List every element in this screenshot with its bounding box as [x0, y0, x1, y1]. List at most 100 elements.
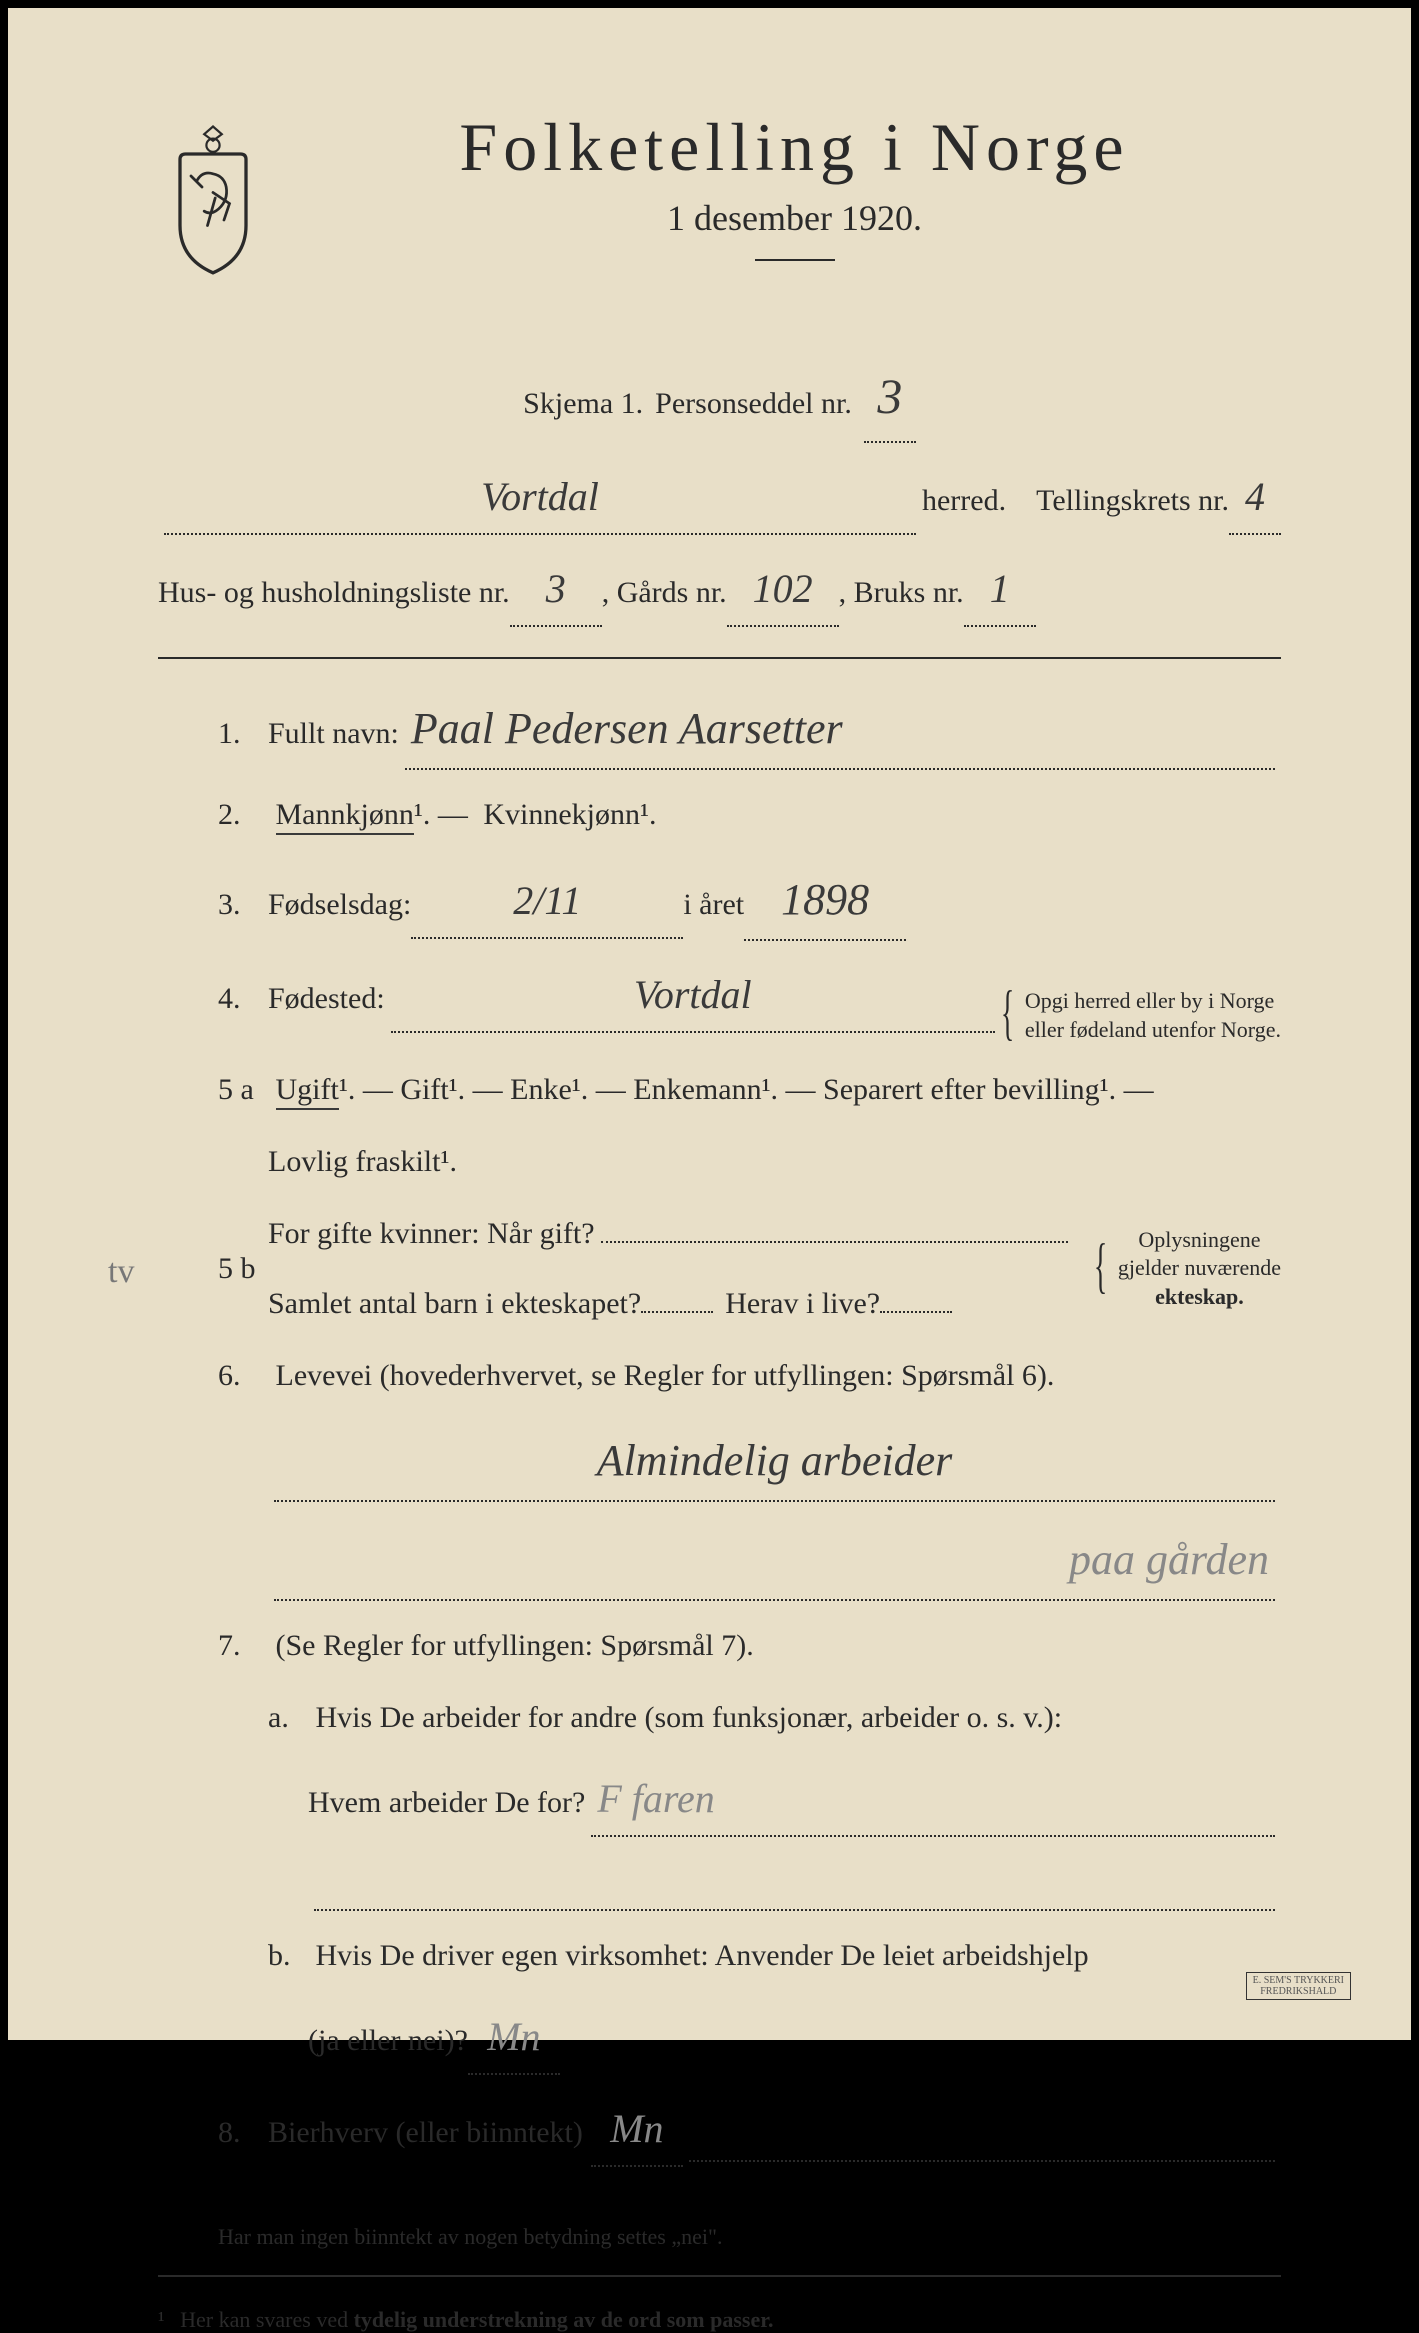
q6-value2: paa gården [274, 1520, 1275, 1601]
q5a-row2: Lovlig fraskilt¹. [218, 1135, 1281, 1189]
label-gards: , Gårds nr. [602, 566, 727, 620]
q7a-num: a. [268, 1691, 308, 1745]
q7b-row2: (ja eller nei)? Mn [218, 2001, 1281, 2075]
q7a-l2: Hvem arbeider De for? [308, 1776, 585, 1830]
printer-l2: FREDRIKSHALD [1260, 1986, 1336, 1997]
q5b-row: 5 b For gifte kvinner: Når gift? Samlet … [218, 1207, 1281, 1331]
q4-row: 4. Fødested: Vortdal Opgi herred eller b… [218, 959, 1281, 1044]
q7b-row1: b. Hvis De driver egen virksomhet: Anven… [218, 1929, 1281, 1983]
q4-note-l1: Opgi herred eller by i Norge [1025, 988, 1274, 1013]
printer-mark: E. SEM'S TRYKKERI FREDRIKSHALD [1246, 1972, 1351, 2000]
q7a-row1: a. Hvis De arbeider for andre (som funks… [218, 1691, 1281, 1745]
q5b-note-l2: gjelder nuværende [1118, 1255, 1281, 1280]
q5b-note-l1: Oplysningene [1138, 1227, 1260, 1252]
q3-label-dag: Fødselsdag: [268, 878, 411, 932]
q5a-row: 5 a Ugift¹. — Gift¹. — Enke¹. — Enkemann… [218, 1063, 1281, 1117]
q2-row: 2. Mannkjønn¹. — Kvinnekjønn¹. [218, 788, 1281, 842]
title-block: Folketelling i Norge 1 desember 1920. [308, 108, 1281, 301]
q7-row: 7. (Se Regler for utfyllingen: Spørsmål … [218, 1619, 1281, 1673]
krets-nr: 4 [1229, 461, 1281, 535]
q5b-live-field [880, 1311, 952, 1313]
q6-label: Levevei (hovederhvervet, se Regler for u… [276, 1359, 1055, 1392]
q7a-l1: Hvis De arbeider for andre (som funksjon… [316, 1701, 1063, 1734]
q8-value: Mn [591, 2093, 683, 2167]
q5b-line1: For gifte kvinner: Når gift? [268, 1207, 1074, 1261]
herred-row: Vortdal herred. Tellingskrets nr. 4 [158, 461, 1281, 535]
q3-label-aar: i året [683, 878, 744, 932]
q4-note: Opgi herred eller by i Norge eller fødel… [1001, 987, 1281, 1044]
q5b-l2a: Samlet antal barn i ekteskapet? [268, 1277, 641, 1331]
q7b-l2: (ja eller nei)? [308, 2014, 468, 2068]
q5b-line2: Samlet antal barn i ekteskapet? Herav i … [268, 1277, 1074, 1331]
q3-dag: 2/11 [411, 865, 683, 939]
label-personseddel: Personseddel nr. [655, 377, 852, 431]
q8-blank-field [689, 2106, 1275, 2162]
q5b-barn-field [641, 1311, 713, 1313]
label-krets: Tellingskrets nr. [1036, 474, 1229, 528]
q3-aar: 1898 [744, 860, 906, 941]
q5a-num: 5 a [218, 1063, 268, 1117]
header: Folketelling i Norge 1 desember 1920. [158, 108, 1281, 301]
q4-value: Vortdal [391, 959, 995, 1033]
q8-row: 8. Bierhverv (eller biinntekt) Mn [218, 2093, 1281, 2167]
label-skjema: Skjema 1. [523, 377, 643, 431]
q7-num: 7. [218, 1619, 268, 1673]
q5b-note-l3: ekteskap. [1155, 1284, 1244, 1309]
herred-value: Vortdal [164, 461, 916, 535]
q7-label: (Se Regler for utfyllingen: Spørsmål 7). [276, 1629, 754, 1662]
census-form-page: Folketelling i Norge 1 desember 1920. Sk… [0, 0, 1419, 2048]
label-husliste: Hus- og husholdningsliste nr. [158, 566, 510, 620]
q7a-row2: Hvem arbeider De for? F faren [218, 1763, 1281, 1837]
q7a-row3 [218, 1855, 1281, 1911]
husliste-nr: 3 [510, 553, 602, 627]
printer-l1: E. SEM'S TRYKKERI [1253, 1975, 1344, 1986]
q3-num: 3. [218, 878, 268, 932]
foot2-num: ¹ [158, 2307, 165, 2332]
skjema-row: Skjema 1. Personseddel nr. 3 [158, 351, 1281, 443]
q4-num: 4. [218, 972, 268, 1026]
q2-sep: ¹. — [414, 798, 468, 831]
q6-margin-mark: tv [108, 1253, 134, 1291]
q7b-num: b. [268, 1929, 308, 1983]
q6-value1: Almindelig arbeider [274, 1421, 1275, 1502]
q5a-ugift: Ugift [276, 1073, 339, 1110]
q1-row: 1. Fullt navn: Paal Pedersen Aarsetter [218, 689, 1281, 770]
gards-nr: 102 [727, 553, 839, 627]
q2-kvinne: Kvinnekjønn¹. [483, 798, 656, 831]
q5b-num: 5 b [218, 1242, 268, 1296]
main-title: Folketelling i Norge [308, 108, 1281, 187]
date-subtitle: 1 desember 1920. [308, 197, 1281, 239]
q6-value-row1: Almindelig arbeider [218, 1421, 1281, 1502]
q5a-rest: ¹. — Gift¹. — Enke¹. — Enkemann¹. — Sepa… [339, 1073, 1154, 1106]
q6-row: 6. Levevei (hovederhvervet, se Regler fo… [218, 1349, 1281, 1403]
q3-row: 3. Fødselsdag: 2/11 i året 1898 [218, 860, 1281, 941]
title-divider [755, 259, 835, 261]
q5b-body: For gifte kvinner: Når gift? Samlet anta… [268, 1207, 1074, 1331]
q5b-l2b: Herav i live? [725, 1277, 880, 1331]
q5b-note: Oplysningene gjelder nuværende ekteskap. [1094, 1226, 1281, 1312]
bruks-nr: 1 [964, 553, 1036, 627]
q7a-value: F faren [591, 1763, 1275, 1837]
rule-1 [158, 657, 1281, 659]
q6-num: 6. [218, 1349, 268, 1403]
coat-of-arms-icon [158, 118, 268, 278]
footnote-1: Har man ingen biinntekt av nogen betydni… [218, 2217, 1281, 2257]
q2-num: 2. [218, 788, 268, 842]
q5b-l1a: For gifte kvinner: Når gift? [268, 1207, 595, 1261]
q5b-gift-field [601, 1241, 1068, 1243]
q7b-l1: Hvis De driver egen virksomhet: Anvender… [316, 1939, 1089, 1972]
q1-value: Paal Pedersen Aarsetter [405, 689, 1275, 770]
q6-value-row2: paa gården [218, 1520, 1281, 1601]
label-bruks: , Bruks nr. [839, 566, 964, 620]
rule-foot [158, 2275, 1281, 2277]
q1-num: 1. [218, 707, 268, 761]
q1-label: Fullt navn: [268, 707, 399, 761]
footnote-2: ¹ Her kan svares ved tydelig understrekn… [158, 2307, 1281, 2333]
q8-label: Bierhverv (eller biinntekt) [268, 2106, 583, 2160]
q2-mann: Mannkjønn [276, 798, 414, 835]
husliste-row: Hus- og husholdningsliste nr. 3 , Gårds … [158, 553, 1281, 627]
q7a-blank-field [314, 1855, 1275, 1911]
q4-label: Fødested: [268, 972, 385, 1026]
personseddel-nr: 3 [864, 351, 916, 443]
q4-note-l2: eller fødeland utenfor Norge. [1025, 1017, 1281, 1042]
